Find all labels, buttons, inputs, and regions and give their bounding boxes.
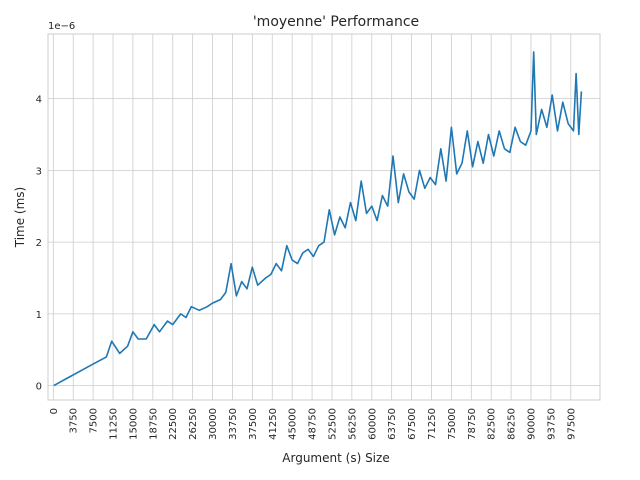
y-tick-label: 4 xyxy=(36,95,42,106)
y-tick-labels: 0 1 2 3 4 xyxy=(36,95,42,393)
y-tick-label: 1 xyxy=(36,310,42,321)
x-tick-label: 93750 xyxy=(546,408,557,440)
x-tick-label: 90000 xyxy=(527,408,538,440)
x-axis-label: Argument (s) Size xyxy=(282,451,389,465)
x-tick-label: 7500 xyxy=(89,408,100,433)
x-tick-label: 41250 xyxy=(268,408,279,440)
x-tick-labels: 0 3750 7500 11250 15000 18750 22500 26250 30000 3… xyxy=(49,408,577,440)
x-tick-label: 0 xyxy=(49,408,60,414)
x-tick-label: 71250 xyxy=(427,408,438,440)
x-tick-label: 60000 xyxy=(367,408,378,440)
x-tick-label: 48750 xyxy=(308,408,319,440)
x-tick-label: 3750 xyxy=(69,408,80,433)
x-tick-label: 26250 xyxy=(188,408,199,440)
x-tick-label: 45000 xyxy=(288,408,299,440)
series-line-0 xyxy=(53,51,583,387)
x-tick-label: 97500 xyxy=(566,408,577,440)
x-tick-label: 30000 xyxy=(208,408,219,440)
y-tick-label: 2 xyxy=(36,238,42,249)
plot-background xyxy=(48,34,600,400)
x-tick-label: 37500 xyxy=(248,408,259,440)
x-tick-label: 15000 xyxy=(128,408,139,440)
x-tick-label: 75000 xyxy=(447,408,458,440)
y-tick-label: 0 xyxy=(36,382,42,393)
y-axis-label: Time (ms) xyxy=(13,187,27,249)
x-tick-label: 86250 xyxy=(507,408,518,440)
chart-title: 'moyenne' Performance xyxy=(253,14,419,30)
x-tick-label: 22500 xyxy=(168,408,179,440)
x-tick-label: 52500 xyxy=(327,408,338,440)
x-tick-label: 18750 xyxy=(148,408,159,440)
x-gridlines xyxy=(52,34,572,400)
x-tick-label: 78750 xyxy=(467,408,478,440)
x-tick-label: 67500 xyxy=(407,408,418,440)
y-tick-label: 3 xyxy=(36,166,42,177)
x-tick-label: 82500 xyxy=(487,408,498,440)
plot-frame xyxy=(47,33,601,401)
x-tick-label: 11250 xyxy=(109,408,120,440)
series-layer xyxy=(53,51,583,387)
x-tick-label: 33750 xyxy=(228,408,239,440)
x-tick-label: 63750 xyxy=(387,408,398,440)
x-tick-label: 56250 xyxy=(347,408,358,440)
y-scale-offset-label: 1e−6 xyxy=(48,21,75,32)
